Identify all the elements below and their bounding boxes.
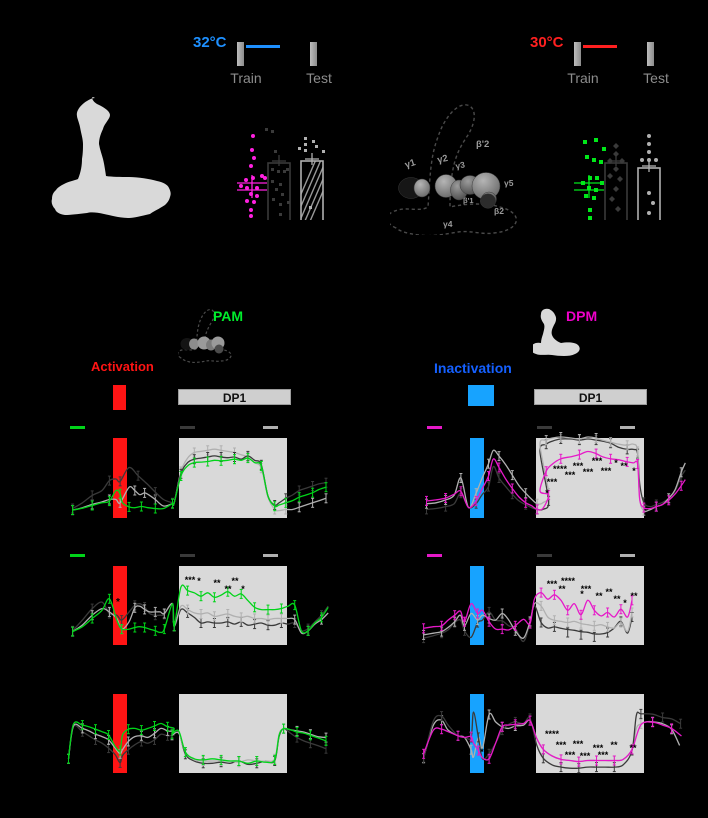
svg-text:*: * bbox=[545, 488, 549, 498]
svg-text:**: ** bbox=[457, 563, 465, 573]
svg-text:*: * bbox=[614, 458, 618, 468]
svg-text:*: * bbox=[116, 597, 120, 608]
svg-text:**: ** bbox=[629, 743, 637, 753]
svg-text:**: ** bbox=[630, 591, 638, 601]
svg-text:*: * bbox=[580, 589, 584, 599]
svg-text:****: **** bbox=[561, 576, 576, 586]
svg-text:***: *** bbox=[573, 739, 584, 749]
svg-text:****: **** bbox=[545, 729, 560, 739]
svg-text:***: *** bbox=[598, 750, 609, 760]
svg-text:***: *** bbox=[565, 750, 576, 760]
svg-text:**: ** bbox=[213, 578, 221, 588]
svg-text:**: ** bbox=[231, 576, 239, 586]
svg-text:***: *** bbox=[601, 466, 612, 476]
svg-text:**: ** bbox=[613, 594, 621, 604]
svg-text:***: *** bbox=[592, 456, 603, 466]
svg-text:***: *** bbox=[580, 751, 591, 761]
svg-text:***: *** bbox=[185, 575, 196, 585]
svg-text:***: *** bbox=[583, 467, 594, 477]
svg-text:**: ** bbox=[595, 591, 603, 601]
svg-text:***: *** bbox=[556, 740, 567, 750]
svg-text:***: *** bbox=[547, 477, 558, 487]
svg-text:**: ** bbox=[610, 740, 618, 750]
svg-text:*: * bbox=[623, 598, 627, 608]
svg-text:**: ** bbox=[605, 587, 613, 597]
svg-text:*: * bbox=[241, 584, 245, 594]
svg-text:***: *** bbox=[565, 470, 576, 480]
svg-text:***: *** bbox=[547, 579, 558, 589]
svg-text:*: * bbox=[632, 466, 636, 476]
svg-text:**: ** bbox=[620, 461, 628, 471]
svg-text:*: * bbox=[197, 576, 201, 586]
svg-text:*: * bbox=[480, 747, 484, 757]
